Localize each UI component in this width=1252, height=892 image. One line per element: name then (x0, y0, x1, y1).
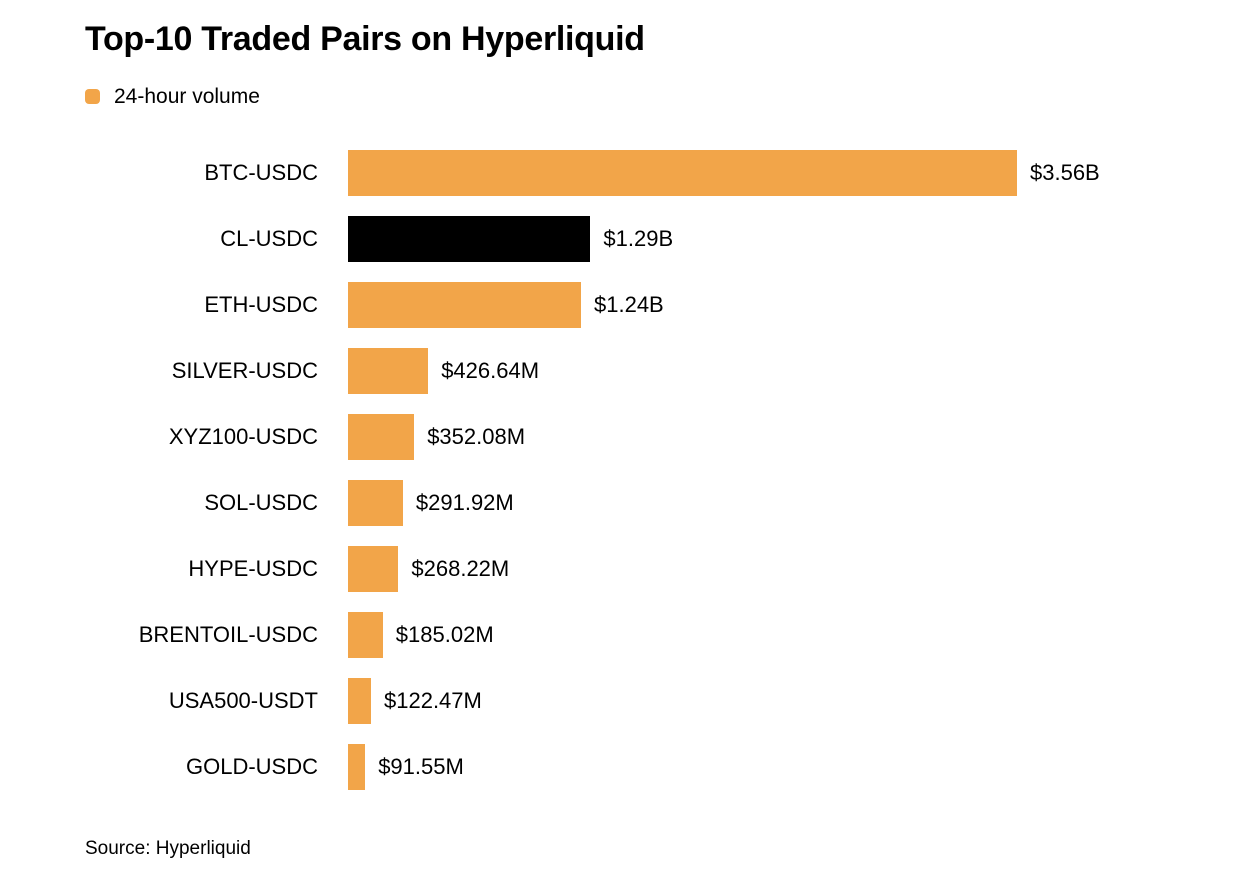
bar-row: BTC-USDC $3.56B (85, 150, 1100, 196)
bar-track: $185.02M (348, 612, 494, 658)
bar-row: USA500-USDT $122.47M (85, 678, 1100, 724)
bar-track: $3.56B (348, 150, 1100, 196)
value-label: $1.24B (594, 292, 664, 317)
bar-track: $122.47M (348, 678, 482, 724)
bar-row: HYPE-USDC $268.22M (85, 546, 1100, 592)
bar-track: $1.29B (348, 216, 673, 262)
bar-silver-usdc (348, 348, 429, 394)
value-label: $268.22M (411, 556, 510, 581)
value-label: $3.56B (1030, 160, 1100, 185)
bar-row: GOLD-USDC $91.55M (85, 744, 1100, 790)
bar-track: $268.22M (348, 546, 509, 592)
category-label: ETH-USDC (204, 292, 318, 317)
bar-row: BRENTOIL-USDC $185.02M (85, 612, 1100, 658)
bar-row: SILVER-USDC $426.64M (85, 348, 1100, 394)
category-label: GOLD-USDC (185, 754, 318, 779)
category-label: SILVER-USDC (171, 358, 318, 383)
value-label: $426.64M (441, 358, 540, 383)
bar-gold-usdc (348, 744, 366, 790)
bar-xyz100-usdc (348, 414, 415, 460)
category-label: SOL-USDC (204, 490, 318, 515)
bar-cl-usdc (348, 216, 591, 262)
value-label: $185.02M (395, 622, 494, 647)
bar-sol-usdc (348, 480, 403, 526)
bar-track: $91.55M (348, 744, 464, 790)
category-label: BRENTOIL-USDC (138, 622, 318, 647)
legend: 24-hour volume (85, 86, 260, 107)
bar-hype-usdc (348, 546, 399, 592)
category-label: BTC-USDC (204, 160, 318, 185)
bar-track: $1.24B (348, 282, 664, 328)
bar-usa500-usdt (348, 678, 371, 724)
legend-swatch-icon (85, 89, 100, 104)
bar-brentoil-usdc (348, 612, 383, 658)
legend-label: 24-hour volume (114, 85, 260, 108)
chart-title: Top-10 Traded Pairs on Hyperliquid (85, 20, 645, 58)
category-label: HYPE-USDC (188, 556, 318, 581)
bar-btc-usdc (348, 150, 1017, 196)
value-label: $122.47M (384, 688, 482, 713)
category-label: CL-USDC (220, 226, 318, 251)
bar-track: $352.08M (348, 414, 525, 460)
category-label: USA500-USDT (168, 688, 318, 713)
bar-row: CL-USDC $1.29B (85, 216, 1100, 262)
bar-eth-usdc (348, 282, 581, 328)
value-label: $352.08M (427, 424, 526, 449)
category-label: XYZ100-USDC (168, 424, 318, 449)
value-label: $291.92M (415, 490, 514, 515)
bar-row: SOL-USDC $291.92M (85, 480, 1100, 526)
value-label: $91.55M (378, 754, 464, 779)
bar-chart: BTC-USDC $3.56B CL-USDC $1.29B ETH-USDC $1.24… (85, 150, 1100, 810)
bar-track: $291.92M (348, 480, 514, 526)
source-note: Source: Hyperliquid (85, 838, 251, 859)
bar-row: XYZ100-USDC $352.08M (85, 414, 1100, 460)
bar-row: ETH-USDC $1.24B (85, 282, 1100, 328)
value-label: $1.29B (603, 226, 674, 251)
bar-track: $426.64M (348, 348, 539, 394)
